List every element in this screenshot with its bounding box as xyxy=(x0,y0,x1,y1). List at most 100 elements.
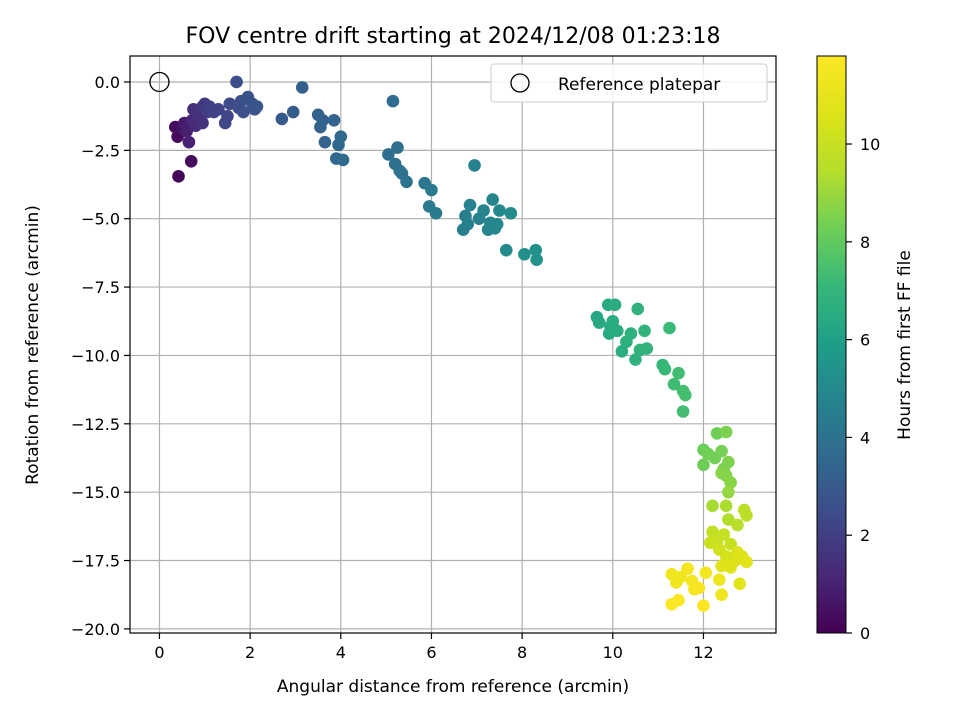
data-point xyxy=(715,588,728,602)
data-point xyxy=(295,81,309,94)
x-tick-label: 8 xyxy=(517,643,527,662)
data-point xyxy=(672,366,685,380)
data-point xyxy=(740,555,753,569)
data-point xyxy=(490,217,504,231)
data-point xyxy=(733,577,747,591)
data-point xyxy=(658,362,672,376)
data-point xyxy=(461,217,475,231)
data-point xyxy=(400,175,413,189)
data-point xyxy=(697,458,710,472)
data-point xyxy=(624,327,638,340)
y-tick-label: −2.5 xyxy=(81,141,120,160)
colorbar-gradient xyxy=(816,55,847,634)
data-point xyxy=(640,342,654,355)
data-point xyxy=(529,243,543,257)
data-point xyxy=(486,193,499,206)
data-point xyxy=(250,100,264,113)
grid-lines xyxy=(130,56,776,633)
data-point xyxy=(606,314,620,328)
data-point xyxy=(667,377,681,391)
colorbar-tick-label: 6 xyxy=(860,331,870,350)
scatter-points xyxy=(169,75,753,612)
data-point xyxy=(499,243,513,257)
data-point xyxy=(477,204,490,217)
data-point xyxy=(615,345,629,358)
data-point xyxy=(629,353,642,366)
x-tick-label: 12 xyxy=(693,643,713,662)
y-axis-ticks: 0.0 −2.5 −5.0 −7.5 −10.0 −12.5 −15.0 −17.5 −20.0 xyxy=(71,73,130,639)
data-point xyxy=(676,405,690,418)
data-point xyxy=(504,206,518,220)
data-point xyxy=(715,444,728,458)
data-point xyxy=(212,103,225,116)
data-point xyxy=(706,499,719,513)
data-point xyxy=(706,525,719,539)
data-point xyxy=(237,105,250,119)
x-tick-label: 2 xyxy=(245,643,255,662)
data-point xyxy=(719,425,733,439)
data-point xyxy=(724,476,737,489)
legend: Reference platepar xyxy=(490,63,768,103)
data-point xyxy=(391,141,404,154)
data-point xyxy=(631,302,645,316)
data-point xyxy=(611,324,624,338)
colorbar-label: Hours from first FF file xyxy=(895,250,915,440)
data-point xyxy=(382,148,395,161)
data-point xyxy=(722,455,735,469)
data-point xyxy=(663,321,676,335)
data-point xyxy=(429,206,443,220)
data-point xyxy=(717,528,731,541)
legend-box xyxy=(490,63,768,103)
reference-marker xyxy=(149,71,170,93)
data-point xyxy=(196,116,209,130)
y-tick-label: −7.5 xyxy=(81,278,120,297)
plot-frame xyxy=(129,55,777,634)
data-point xyxy=(518,247,531,261)
data-point xyxy=(638,324,651,338)
y-tick-label: 0.0 xyxy=(95,73,120,92)
data-point xyxy=(221,109,234,123)
data-point xyxy=(275,112,289,126)
data-point xyxy=(724,561,737,574)
y-tick-label: −17.5 xyxy=(71,552,120,571)
data-point xyxy=(699,566,713,580)
y-tick-label: −10.0 xyxy=(71,346,120,365)
colorbar-tick-label: 0 xyxy=(860,624,870,643)
colorbar-tick-label: 8 xyxy=(860,233,870,252)
data-point xyxy=(608,298,622,312)
data-point xyxy=(172,170,185,183)
y-tick-label: −15.0 xyxy=(71,483,120,502)
x-tick-label: 0 xyxy=(154,643,164,662)
data-point xyxy=(336,153,350,167)
data-point xyxy=(722,485,735,499)
data-point xyxy=(672,593,685,607)
data-point xyxy=(230,75,243,89)
data-point xyxy=(703,536,717,550)
data-point xyxy=(182,135,196,149)
data-point xyxy=(493,204,506,217)
data-point xyxy=(722,513,735,526)
data-point xyxy=(715,466,728,480)
data-point xyxy=(719,499,733,513)
y-axis-label: Rotation from reference (arcmin) xyxy=(23,205,43,485)
data-point xyxy=(530,253,543,267)
data-point xyxy=(327,113,341,127)
x-tick-label: 6 xyxy=(426,643,436,662)
data-point xyxy=(740,509,753,522)
data-point xyxy=(679,388,692,402)
x-axis-label: Angular distance from reference (arcmin) xyxy=(277,677,629,697)
x-axis-ticks: 0 2 4 6 8 10 12 xyxy=(154,633,714,662)
data-point xyxy=(316,113,329,127)
data-point xyxy=(692,581,706,595)
y-tick-label: −5.0 xyxy=(81,210,120,229)
y-tick-label: −20.0 xyxy=(71,620,120,639)
legend-marker-icon xyxy=(510,73,530,93)
x-tick-label: 10 xyxy=(603,643,623,662)
colorbar-tick-label: 10 xyxy=(860,135,880,154)
data-point xyxy=(334,130,348,143)
y-tick-label: −12.5 xyxy=(71,415,120,434)
colorbar-tick-label: 4 xyxy=(860,428,870,447)
data-point xyxy=(468,159,481,172)
colorbar: 0 2 4 6 8 10 Hours from first FF file xyxy=(816,55,915,643)
